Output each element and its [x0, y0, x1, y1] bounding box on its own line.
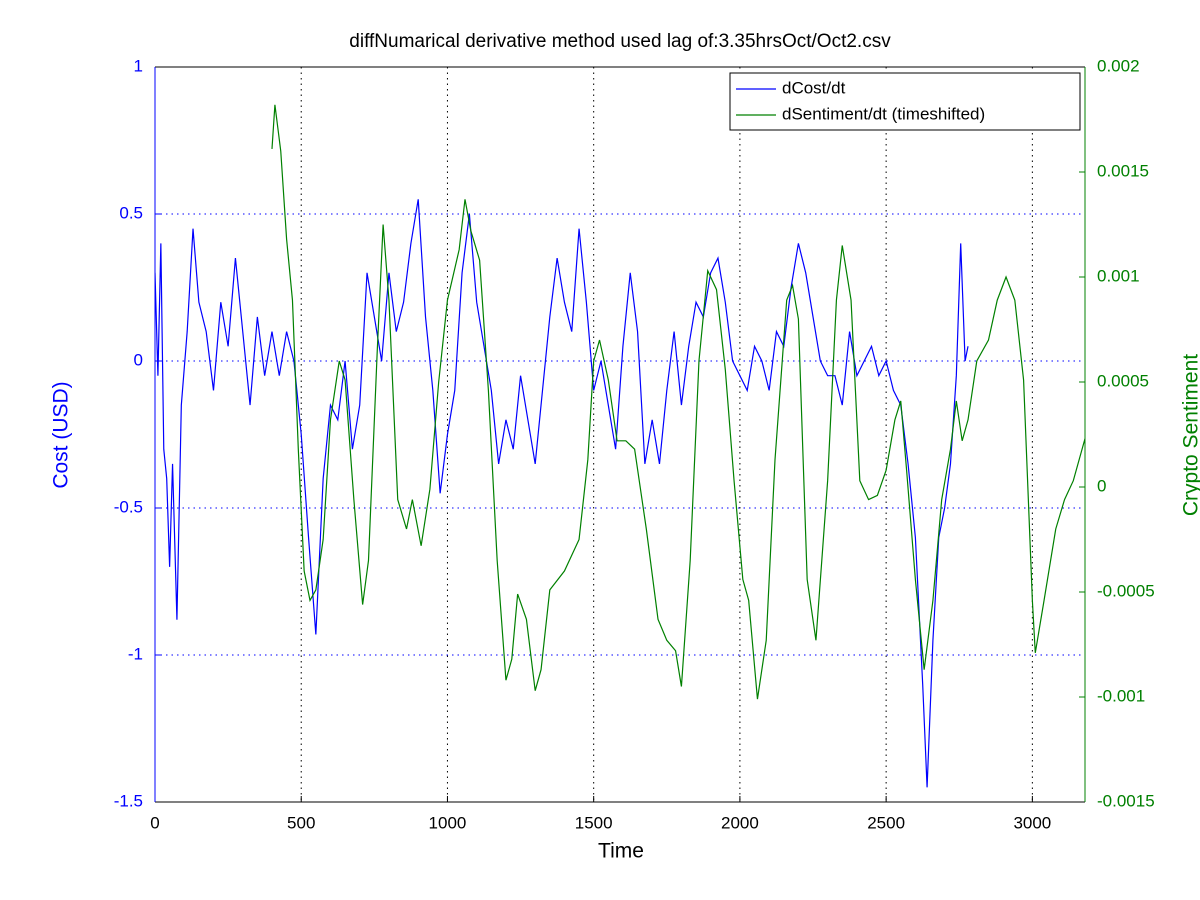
x-tick-label: 1500 [575, 813, 613, 832]
y-tick-label: -1.5 [114, 791, 143, 810]
legend-box [729, 72, 1081, 131]
y2-tick-label: 0.001 [1097, 266, 1140, 285]
x-tick-label: 1000 [429, 813, 467, 832]
line-series [271, 104, 1085, 700]
y-axis-label: Cost (USD) [50, 381, 73, 488]
x-axis-label: Time [598, 840, 644, 863]
y-tick-label: 1 [134, 56, 143, 75]
legend-label: dSentiment/dt (timeshifted) [782, 104, 985, 123]
y2-axis-label: Crypto Sentiment [1180, 354, 1200, 516]
y2-tick-label: -0.0005 [1097, 581, 1155, 600]
x-tick-label: 2000 [721, 813, 759, 832]
y-tick-label: 0 [134, 350, 143, 369]
x-tick-label: 500 [287, 813, 315, 832]
legend-label: dCost/dt [782, 78, 846, 97]
y2-tick-label: -0.0015 [1097, 791, 1155, 810]
chart-title: diffNumarical derivative method used lag… [349, 31, 891, 52]
line-series [155, 199, 969, 788]
y2-tick-label: -0.001 [1097, 686, 1145, 705]
y-tick-label: -0.5 [114, 497, 143, 516]
y-tick-label: 0.5 [119, 203, 143, 222]
y2-tick-label: 0 [1097, 476, 1106, 495]
x-tick-label: 2500 [867, 813, 905, 832]
x-tick-label: 0 [150, 813, 159, 832]
y2-tick-label: 0.0005 [1097, 371, 1149, 390]
x-tick-label: 3000 [1013, 813, 1051, 832]
y2-tick-label: 0.0015 [1097, 161, 1149, 180]
y2-tick-label: 0.002 [1097, 56, 1140, 75]
y-tick-label: -1 [128, 644, 143, 663]
